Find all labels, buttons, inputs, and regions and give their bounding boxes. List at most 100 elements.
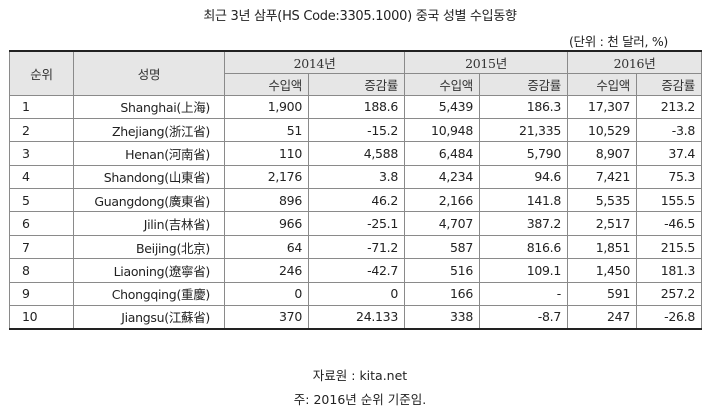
growth-2015-cell: 816.6 [479,234,568,260]
import-2014-cell: 896 [224,188,309,213]
growth-2015-cell: 5,790 [479,141,568,166]
growth-2014-cell: 3.8 [308,164,405,190]
growth-2015-cell: 94.6 [479,164,568,190]
growth-2016-cell: 75.3 [636,164,702,190]
footnote: 주: 2016년 순위 기준임. [293,392,427,407]
province-cell: Liaoning(遼寧省) [73,258,225,283]
import-2015-cell: 4,707 [404,211,480,236]
import-2015-cell: 338 [404,305,480,330]
table-row: 7 Beijing(北京) 64 -71.2 587 816.6 1,851 215.5 [9,234,702,260]
province-cell: Guangdong(廣東省) [73,188,225,213]
header-growth-2016: 증감률 [636,72,702,96]
table-row: 9 Chongqing(重慶) 0 0 166-591 257.2 [9,281,702,307]
import-2014-cell: 110 [224,141,309,166]
import-2016-cell: 1,450 [567,258,637,283]
header-growth-2015: 증감률 [479,72,568,96]
header-import-2016: 수입액 [567,72,637,96]
growth-2016-cell: -26.8 [636,305,702,330]
growth-2016-cell: 213.2 [636,94,702,119]
province-cell: Chongqing(重慶) [73,281,225,307]
growth-2016-cell: 37.4 [636,141,702,166]
growth-2016-cell: -46.5 [636,211,702,236]
import-2016-cell: 8,907 [567,141,637,166]
rank-cell: 3 [9,141,74,166]
growth-2014-cell: 0 [308,281,405,307]
growth-2014-cell: 4,588 [308,141,405,166]
import-2014-cell: 64 [224,234,309,260]
table-row: 8 Liaoning(遼寧省) 246 -42.7 516 109.1 1,450 181.3 [9,258,702,283]
header-growth-2014: 증감률 [308,72,405,96]
growth-2016-cell: 257.2 [636,281,702,307]
province-cell: Henan(河南省) [73,141,225,166]
growth-2014-cell: 188.6 [308,94,405,119]
province-cell: Shandong(山東省) [73,164,225,190]
growth-2015-cell: 186.3 [479,94,568,119]
growth-2014-cell: 46.2 [308,188,405,213]
growth-2015-cell: 109.1 [479,258,568,283]
growth-2014-cell: -71.2 [308,234,405,260]
growth-2014-cell: -25.1 [308,211,405,236]
table-row: 1 Shanghai(上海) 1,900 188.6 5,439 186.3 17,307 2… [9,94,702,119]
header-row-metrics: 수입액 증감률 수입액 증감률 수입액 증감률 [10,72,702,96]
import-2015-cell: 10,948 [404,117,480,143]
header-province: 성명 [73,50,225,96]
table-row: 4 Shandong(山東省) 2,176 3.8 4,234 94.6 7,421 75.3 [9,164,702,190]
header-import-2014: 수입액 [224,72,309,96]
province-cell: Jilin(吉林省) [73,211,225,236]
import-2016-cell: 591 [567,281,637,307]
table-row: 5 Guangdong(廣東省) 896 46.2 2,166 141.8 5,535 155… [9,188,702,213]
source-note: 자료원 : kita.net [312,368,408,383]
rank-cell: 4 [9,164,74,190]
import-2016-cell: 2,517 [567,211,637,236]
import-2015-cell: 5,439 [404,94,480,119]
import-2016-cell: 10,529 [567,117,637,143]
growth-2015-cell: 141.8 [479,188,568,213]
import-2014-cell: 2,176 [224,164,309,190]
rank-cell: 8 [9,258,74,283]
rank-cell: 10 [9,305,74,330]
header-year-2016: 2016년 [567,50,702,74]
rank-cell: 1 [9,94,74,119]
rank-cell: 6 [9,211,74,236]
province-cell: Jiangsu(江蘇省) [73,305,225,330]
import-2016-cell: 7,421 [567,164,637,190]
import-2016-cell: 1,851 [567,234,637,260]
table-row: 6 Jilin(吉林省) 966 -25.1 4,707 387.2 2,517 -46.5 [9,211,702,236]
growth-2015-cell: 387.2 [479,211,568,236]
growth-2015-cell: -8.7 [479,305,568,330]
rank-cell: 2 [9,117,74,143]
rank-cell: 9 [9,281,74,307]
rank-cell: 7 [9,234,74,260]
header-year-2014: 2014년 [224,50,405,74]
growth-2016-cell: 155.5 [636,188,702,213]
growth-2015-cell: 21,335 [479,117,568,143]
import-2016-cell: 17,307 [567,94,637,119]
header-year-2015: 2015년 [404,50,568,74]
growth-2016-cell: 181.3 [636,258,702,283]
table-row: 10 Jiangsu(江蘇省) 370 24.133 338 -8.7 247 -26.8 [9,305,702,330]
import-2014-cell: 966 [224,211,309,236]
header-row-years: 순위 성명 2014년 2015년 2016년 [9,50,702,96]
table-row: 2 Zhejiang(浙江省) 51 -15.2 10,948 21,335 10,529-… [9,117,702,143]
import-trend-table: 순위 성명 2014년 2015년 2016년 수입액 증감률 수입액 증감률 … [9,50,702,330]
province-cell: Zhejiang(浙江省) [73,117,225,143]
import-2014-cell: 1,900 [224,94,309,119]
import-2015-cell: 4,234 [404,164,480,190]
table-title: 최근 3년 삼푸(HS Code:3305.1000) 중국 성별 수입동향 [203,9,517,24]
growth-2016-cell: 215.5 [636,234,702,260]
growth-2014-cell: 24.133 [308,305,405,330]
import-2015-cell: 516 [404,258,480,283]
header-import-2015: 수입액 [404,72,480,96]
import-2016-cell: 247 [567,305,637,330]
import-2015-cell: 2,166 [404,188,480,213]
growth-2016-cell: -3.8 [636,117,702,143]
unit-note: (단위 : 천 달러, %) [568,34,668,49]
import-2015-cell: 166 [404,281,480,307]
growth-2014-cell: -42.7 [308,258,405,283]
rank-cell: 5 [9,188,74,213]
import-2014-cell: 370 [224,305,309,330]
province-cell: Shanghai(上海) [73,94,225,119]
growth-2014-cell: -15.2 [308,117,405,143]
import-2016-cell: 5,535 [567,188,637,213]
